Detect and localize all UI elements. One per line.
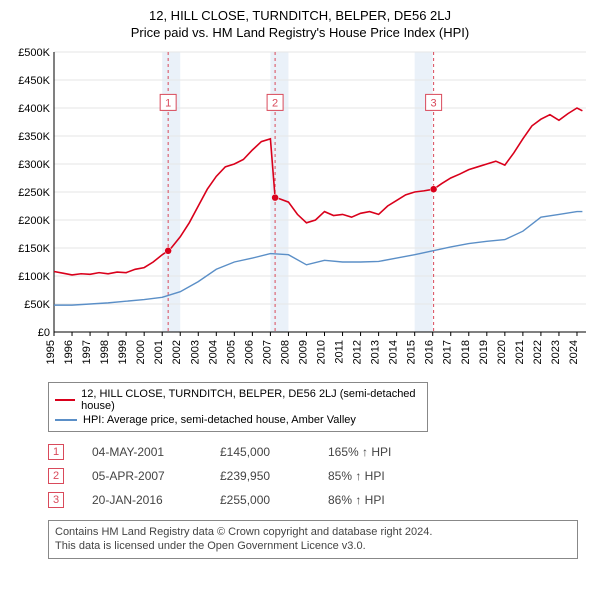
svg-text:2004: 2004 [207,340,219,364]
marker-price: £239,950 [220,469,300,483]
svg-text:3: 3 [431,97,437,109]
legend-item: 12, HILL CLOSE, TURNDITCH, BELPER, DE56 … [55,387,421,413]
marker-number-box: 2 [48,468,64,484]
legend-label: 12, HILL CLOSE, TURNDITCH, BELPER, DE56 … [81,388,421,412]
svg-text:1999: 1999 [117,340,129,364]
marker-price: £145,000 [220,445,300,459]
svg-text:2017: 2017 [442,340,454,364]
svg-text:1996: 1996 [63,340,75,364]
svg-text:1: 1 [165,97,171,109]
svg-text:2001: 2001 [153,340,165,364]
svg-text:2023: 2023 [550,340,562,364]
price-chart: £0 £50K £100K £150K £200K £250K £300K £350K £400… [10,46,590,376]
svg-text:2018: 2018 [460,340,472,364]
marker-pct: 86% ↑ HPI [328,493,418,507]
marker-row: 1 04-MAY-2001 £145,000 165% ↑ HPI [48,440,590,464]
svg-text:2002: 2002 [171,340,183,364]
marker-pct: 165% ↑ HPI [328,445,418,459]
svg-text:£50K: £50K [24,299,50,311]
svg-text:2021: 2021 [514,340,526,364]
svg-text:£0: £0 [38,327,50,339]
svg-text:£450K: £450K [18,75,50,87]
svg-text:£100K: £100K [18,271,50,283]
svg-text:£250K: £250K [18,187,50,199]
svg-text:2019: 2019 [478,340,490,364]
svg-text:2006: 2006 [243,340,255,364]
legend-item: HPI: Average price, semi-detached house,… [55,413,421,427]
svg-text:2015: 2015 [406,340,418,364]
marker-pct: 85% ↑ HPI [328,469,418,483]
svg-text:2010: 2010 [316,340,328,364]
footer-line1: Contains HM Land Registry data © Crown c… [55,525,571,539]
legend-swatch [55,419,77,421]
svg-text:2020: 2020 [496,340,508,364]
svg-text:£350K: £350K [18,131,50,143]
marker-row: 3 20-JAN-2016 £255,000 86% ↑ HPI [48,488,590,512]
svg-text:2024: 2024 [568,340,580,364]
svg-text:£500K: £500K [18,47,50,59]
marker-date: 04-MAY-2001 [92,445,192,459]
svg-text:2013: 2013 [370,340,382,364]
svg-text:2016: 2016 [424,340,436,364]
svg-text:2009: 2009 [297,340,309,364]
svg-text:2000: 2000 [135,340,147,364]
svg-text:£400K: £400K [18,103,50,115]
svg-text:2022: 2022 [532,340,544,364]
title-address: 12, HILL CLOSE, TURNDITCH, BELPER, DE56 … [10,8,590,23]
svg-text:2008: 2008 [279,340,291,364]
marker-date: 20-JAN-2016 [92,493,192,507]
marker-number-box: 3 [48,492,64,508]
footer-attribution: Contains HM Land Registry data © Crown c… [48,520,578,559]
svg-text:2: 2 [272,97,278,109]
marker-number-box: 1 [48,444,64,460]
marker-price: £255,000 [220,493,300,507]
svg-text:1998: 1998 [99,340,111,364]
marker-row: 2 05-APR-2007 £239,950 85% ↑ HPI [48,464,590,488]
legend-label: HPI: Average price, semi-detached house,… [83,414,356,426]
svg-text:£300K: £300K [18,159,50,171]
svg-text:2005: 2005 [225,340,237,364]
markers-table: 1 04-MAY-2001 £145,000 165% ↑ HPI 2 05-APR-20… [48,440,590,512]
svg-text:1995: 1995 [45,340,57,364]
svg-text:2014: 2014 [388,340,400,364]
svg-text:2012: 2012 [352,340,364,364]
title-caption: Price paid vs. HM Land Registry's House … [10,25,590,40]
svg-text:2003: 2003 [189,340,201,364]
footer-line2: This data is licensed under the Open Gov… [55,539,571,553]
legend: 12, HILL CLOSE, TURNDITCH, BELPER, DE56 … [48,382,428,432]
svg-text:2011: 2011 [334,340,346,364]
svg-text:2007: 2007 [261,340,273,364]
legend-swatch [55,399,75,401]
svg-text:£200K: £200K [18,215,50,227]
marker-date: 05-APR-2007 [92,469,192,483]
svg-text:1997: 1997 [81,340,93,364]
svg-text:£150K: £150K [18,243,50,255]
